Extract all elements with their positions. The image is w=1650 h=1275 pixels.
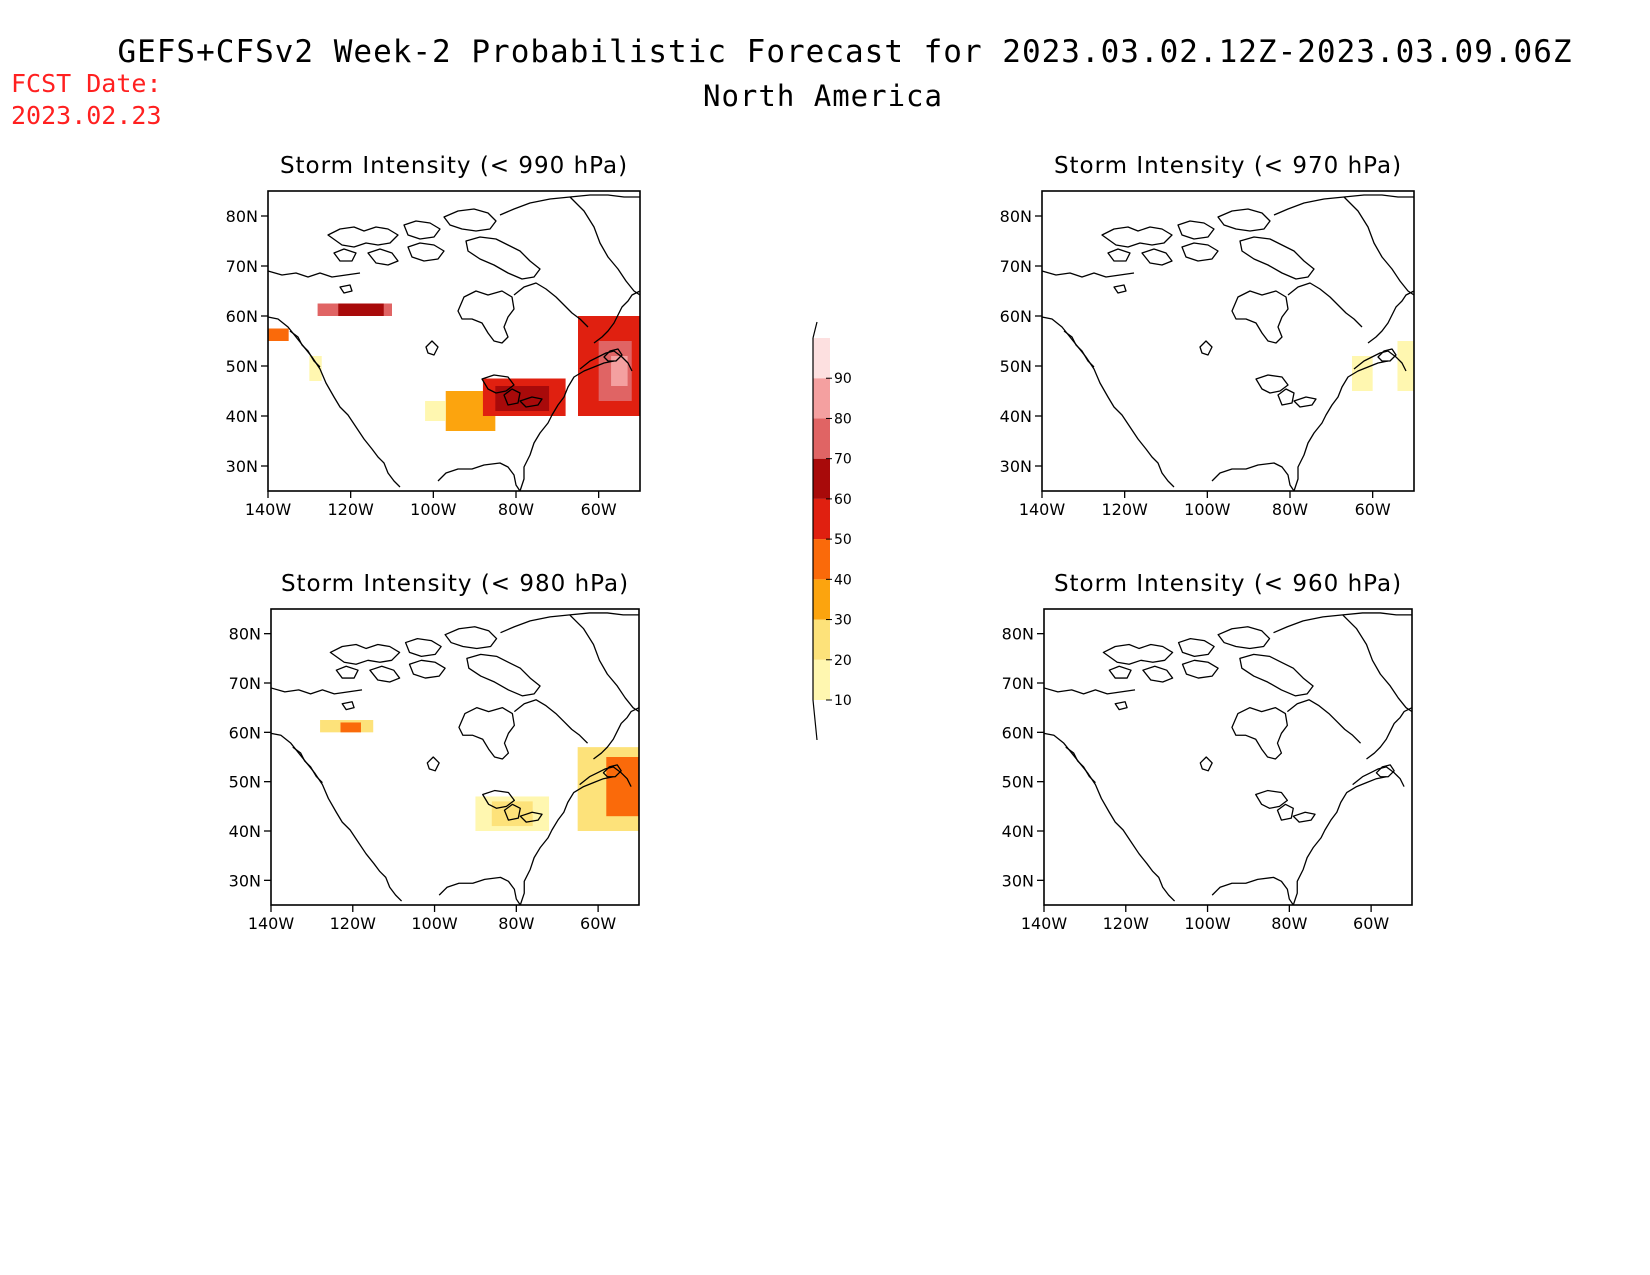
fcst-date-value: 2023.02.23 (11, 101, 162, 130)
lon-tick-label: 100W (1184, 500, 1231, 519)
probability-colorbar: 10 20 30 40 50 60 70 80 90 (812, 321, 852, 741)
map-frame (1041, 190, 1415, 492)
probability-region (268, 328, 289, 341)
lon-tick-label: 80W (498, 914, 534, 933)
panel-title: Storm Intensity (< 960 hPa) (1054, 571, 1402, 597)
lon-tick-label: 120W (1103, 914, 1150, 933)
map-panel-980: Storm Intensity (< 980 hPa) 80N 70N 60N 50N 4… (229, 571, 640, 933)
colorbar-swatch (813, 579, 830, 620)
lon-tick-label: 120W (327, 500, 374, 519)
lat-tick-label: 50N (226, 357, 258, 376)
map-frame (1043, 608, 1413, 906)
colorbar-swatch (813, 619, 830, 660)
map-panel-970: Storm Intensity (< 970 hPa) 80N 70N 60N 50N 4… (1000, 153, 1415, 519)
colorbar-swatch (813, 418, 830, 459)
lat-tick-label: 80N (1002, 625, 1034, 644)
colorbar-label: 20 (834, 653, 852, 669)
panel-title: Storm Intensity (< 970 hPa) (1054, 153, 1402, 179)
probability-shading (1352, 341, 1414, 391)
map-panel-960: Storm Intensity (< 960 hPa) 80N 70N 60N 50N 4… (1002, 571, 1413, 933)
fcst-date-label: FCST Date: (11, 69, 162, 98)
lat-tick-label: 40N (226, 407, 258, 426)
lat-tick-label: 70N (229, 674, 261, 693)
lon-tick-label: 60W (581, 500, 617, 519)
figure-subtitle: North America (703, 79, 943, 113)
lon-tick-label: 80W (498, 500, 534, 519)
probability-shading (268, 303, 640, 431)
lat-tick-label: 30N (1000, 457, 1032, 476)
probability-region (1352, 356, 1373, 391)
lon-tick-label: 120W (1101, 500, 1148, 519)
lat-tick-label: 50N (229, 773, 261, 792)
lat-tick-label: 30N (229, 871, 261, 890)
probability-region (611, 356, 628, 386)
lat-tick-label: 60N (229, 723, 261, 742)
lat-tick-label: 40N (229, 822, 261, 841)
lon-tick-label: 140W (1021, 914, 1068, 933)
colorbar-label: 60 (834, 492, 852, 508)
lon-tick-label: 100W (1184, 914, 1231, 933)
coastline (1041, 194, 1415, 492)
colorbar-label: 30 (834, 613, 852, 629)
lon-tick-label: 60W (1353, 914, 1389, 933)
lat-tick-label: 50N (1000, 357, 1032, 376)
colorbar-label: 90 (834, 371, 852, 387)
colorbar-end (812, 699, 818, 741)
lon-tick-label: 120W (330, 914, 377, 933)
colorbar-swatch (813, 498, 830, 540)
lat-tick-label: 70N (1000, 257, 1032, 276)
lon-tick-label: 140W (248, 914, 295, 933)
map-frame (270, 608, 640, 906)
colorbar-label: 10 (834, 693, 852, 709)
lat-tick-label: 70N (226, 257, 258, 276)
lat-tick-label: 30N (1002, 871, 1034, 890)
colorbar-label: 50 (834, 532, 852, 548)
map-panel-990: Storm Intensity (< 990 hPa) 80N 70N 60N 50N 4… (226, 153, 641, 519)
colorbar-end (812, 321, 818, 339)
lat-tick-label: 60N (1000, 307, 1032, 326)
panel-title: Storm Intensity (< 990 hPa) (280, 153, 628, 179)
lon-tick-label: 100W (410, 500, 457, 519)
colorbar-swatch (813, 659, 830, 700)
lat-tick-label: 40N (1000, 407, 1032, 426)
lat-tick-label: 60N (1002, 723, 1034, 742)
lon-tick-label: 80W (1272, 500, 1308, 519)
colorbar-label: 70 (834, 452, 852, 468)
probability-region (1397, 341, 1414, 391)
lat-tick-label: 30N (226, 457, 258, 476)
lon-tick-label: 60W (1355, 500, 1391, 519)
lon-tick-label: 80W (1271, 914, 1307, 933)
lat-tick-label: 80N (229, 625, 261, 644)
probability-region (338, 303, 384, 316)
colorbar-swatch (813, 539, 830, 580)
colorbar-swatch (813, 378, 830, 419)
lat-tick-label: 50N (1002, 773, 1034, 792)
figure-title: GEFS+CFSv2 Week-2 Probabilistic Forecast… (117, 34, 1572, 70)
lon-tick-label: 60W (580, 914, 616, 933)
map-frame (267, 190, 641, 492)
lat-tick-label: 60N (226, 307, 258, 326)
coastline (1043, 612, 1413, 906)
lat-tick-label: 80N (226, 207, 258, 226)
colorbar-swatch (813, 458, 830, 499)
colorbar-label: 80 (834, 411, 852, 427)
colorbar-swatch (813, 338, 830, 379)
probability-region (425, 401, 446, 421)
lon-tick-label: 140W (1019, 500, 1066, 519)
probability-region (309, 356, 322, 381)
probability-region (340, 722, 361, 733)
lon-tick-label: 140W (245, 500, 292, 519)
lat-tick-label: 80N (1000, 207, 1032, 226)
lon-tick-label: 100W (411, 914, 458, 933)
panel-title: Storm Intensity (< 980 hPa) (281, 571, 629, 597)
lat-tick-label: 70N (1002, 674, 1034, 693)
lat-tick-label: 40N (1002, 822, 1034, 841)
colorbar-label: 40 (834, 572, 852, 588)
